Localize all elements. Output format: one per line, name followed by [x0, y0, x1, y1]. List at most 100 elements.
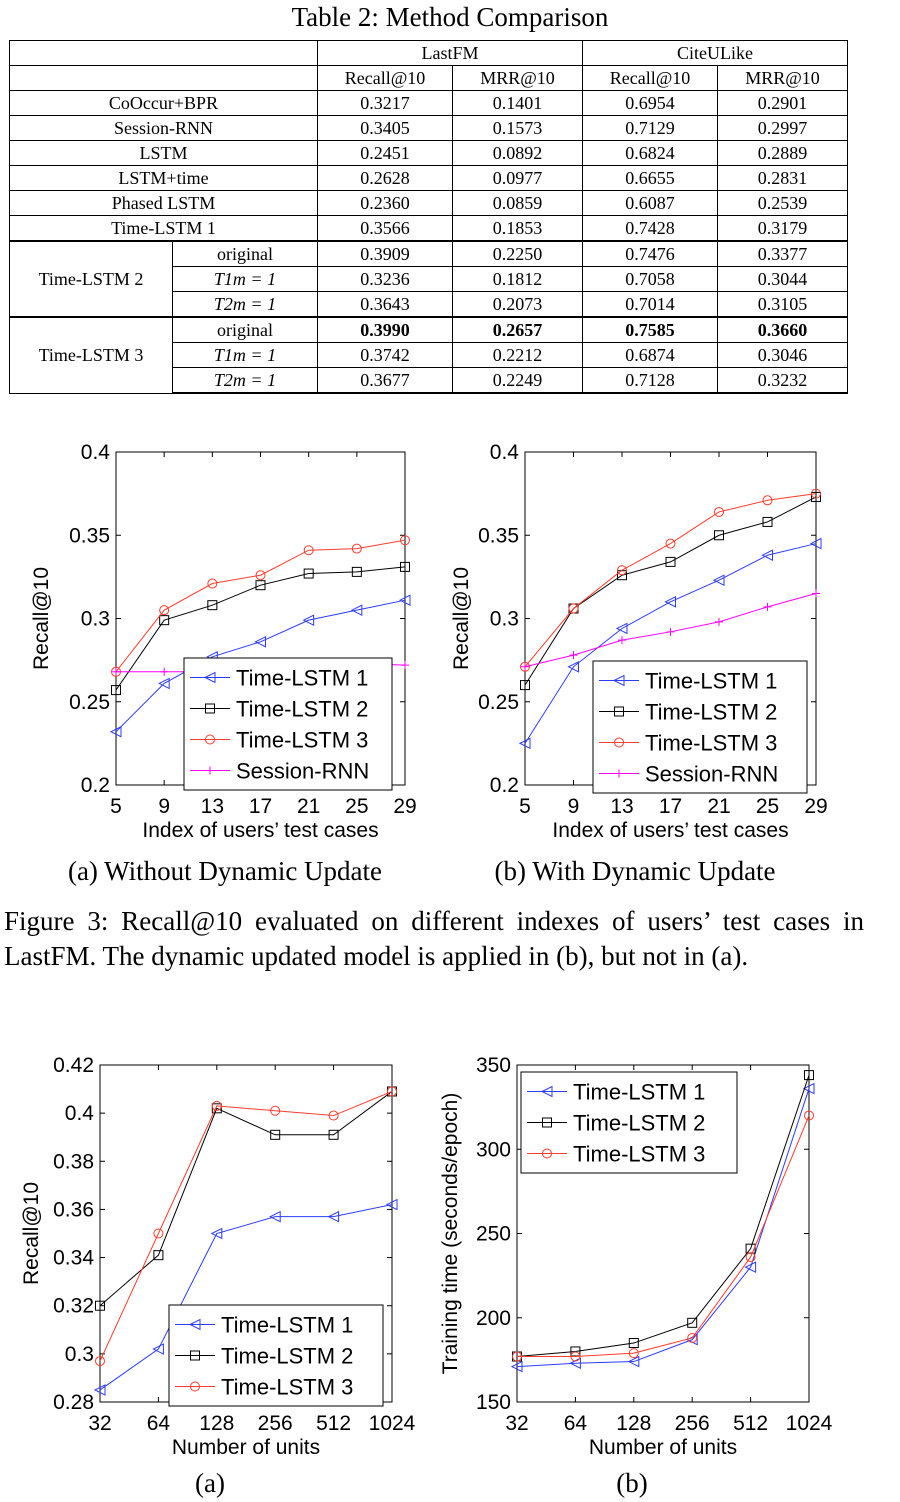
value-cell: 0.3179 — [717, 215, 849, 242]
value-cell: 0.3660 — [717, 316, 849, 343]
session-rnn-point — [521, 662, 529, 671]
x-tick-label: 64 — [564, 1412, 588, 1435]
legend-marker — [612, 674, 625, 687]
table-row: T1m = 1 0.3742 0.2212 0.6874 0.3046 — [10, 342, 849, 368]
time-lstm-3-point — [665, 538, 676, 549]
legend-marker — [206, 766, 214, 775]
time-lstm-1-line — [115, 599, 406, 733]
legend-entry: Time-LSTM 2 — [236, 697, 368, 722]
value-cell: 0.7428 — [582, 215, 719, 242]
y-tick-label: 0.42 — [53, 1054, 94, 1077]
method-cell: Time-LSTM 1 — [9, 215, 318, 242]
y-tick-label: 0.38 — [53, 1150, 94, 1173]
value-cell: 0.7014 — [582, 291, 719, 318]
y-tick-label: 0.4 — [81, 441, 111, 464]
time-lstm-1-point — [109, 725, 122, 738]
legend-marker — [542, 1117, 552, 1128]
table-row: Time-LSTM 3 original 0.3990 0.2657 0.758… — [9, 316, 849, 394]
table-row: Time-LSTM 1 0.3566 0.1853 0.7428 0.3179 — [9, 215, 849, 242]
time-lstm-3-point — [520, 661, 530, 672]
time-lstm-1-point — [302, 614, 315, 626]
value-cell: 0.3643 — [317, 291, 453, 318]
time-lstm-3-point — [687, 1332, 698, 1343]
table-row: CoOccur+BPR 0.3217 0.1401 0.6954 0.2901 — [9, 90, 849, 116]
x-tick-label: 64 — [147, 1412, 171, 1435]
value-cell: 0.1812 — [451, 266, 584, 292]
value-cell: 0.2889 — [717, 140, 849, 166]
x-tick-label: 9 — [568, 795, 580, 818]
training-time-chart: 150 200 250 300 350 32 64 128 256 512 1024 Number o… — [439, 1054, 833, 1459]
session-rnn-point — [618, 636, 626, 645]
time-lstm-2-point — [207, 600, 218, 611]
value-cell: 0.3909 — [317, 240, 453, 267]
value-cell: 0.2831 — [717, 165, 849, 191]
variant-cell: T1m = 1 — [172, 342, 318, 368]
time-lstm-1-line — [516, 1088, 810, 1368]
group-method-cell: Time-LSTM 3 — [9, 316, 173, 394]
time-lstm-1-point — [210, 1227, 223, 1240]
table-row: Phased LSTM 0.2360 0.0859 0.6087 0.2539 — [9, 190, 849, 216]
x-tick-label: 29 — [393, 795, 416, 818]
time-lstm-1-point — [385, 1198, 398, 1211]
time-lstm-1-point — [615, 622, 628, 635]
subcaption-3a: (a) Without Dynamic Update — [67, 856, 383, 886]
value-cell: 0.2657 — [451, 316, 584, 343]
empty-header-cell — [9, 40, 318, 66]
time-lstm-3-point — [714, 506, 724, 517]
time-lstm-2-line — [516, 1074, 810, 1358]
y-tick-label: 0.25 — [478, 691, 519, 714]
y-tick-label: 0.34 — [53, 1247, 94, 1270]
y-tick-label: 300 — [476, 1138, 511, 1161]
x-tick-label: 1024 — [786, 1412, 833, 1435]
time-lstm-2-point — [153, 1250, 164, 1261]
legend-marker — [542, 1148, 552, 1159]
legend-marker — [615, 769, 623, 778]
time-lstm-2-point — [665, 556, 676, 567]
subcaption-4b: (b) — [616, 1468, 648, 1498]
value-cell: 0.0892 — [451, 140, 584, 166]
time-lstm-3-point — [512, 1351, 522, 1362]
time-lstm-2-point — [570, 1346, 581, 1357]
metric-header-row: Recall@10 MRR@10 Recall@10 MRR@10 — [9, 65, 849, 91]
time-lstm-3-point — [762, 495, 773, 506]
x-tick-label: 1024 — [369, 1412, 416, 1435]
y-tick-label: 0.25 — [69, 691, 110, 714]
value-cell: 0.0859 — [451, 190, 584, 216]
value-cell: 0.3990 — [317, 316, 453, 343]
value-cell: 0.2628 — [317, 165, 453, 191]
variant-cell: original — [172, 316, 318, 343]
time-lstm-3-series — [520, 488, 821, 672]
x-axis-label: Number of units — [172, 1436, 320, 1459]
time-lstm-1-point — [627, 1355, 640, 1368]
table-row: LSTM+time 0.2628 0.0977 0.6655 0.2831 — [9, 165, 849, 191]
time-lstm-1-series — [518, 537, 822, 750]
time-lstm-1-point — [510, 1360, 523, 1373]
subcaption-3b: (b) With Dynamic Update — [494, 856, 776, 886]
y-axis-label: Recall@10 — [450, 567, 473, 670]
x-tick-label: 25 — [345, 795, 368, 818]
value-cell: 0.2997 — [717, 115, 849, 141]
legend: Time-LSTM 1 Time-LSTM 2 Time-LSTM 3 — [520, 1071, 738, 1174]
table-row: LSTM 0.2451 0.0892 0.6824 0.2889 — [9, 140, 849, 166]
metric-header: MRR@10 — [451, 65, 584, 91]
value-cell: 0.3377 — [717, 240, 849, 267]
time-lstm-1-point — [761, 549, 773, 562]
method-comparison-table: LastFM CiteULike Recall@10 MRR@10 Recall… — [9, 40, 849, 394]
y-tick-label: 0.3 — [81, 608, 110, 631]
time-lstm-3-point — [207, 578, 218, 589]
time-lstm-2-line — [99, 1091, 393, 1307]
legend-entry: Time-LSTM 2 — [573, 1111, 705, 1136]
variant-cell: T2m = 1 — [172, 367, 318, 394]
legend-entry: Session-RNN — [236, 759, 369, 784]
time-lstm-3-point — [400, 535, 410, 546]
legend-entry: Time-LSTM 1 — [645, 669, 777, 694]
recall-vs-units-chart: 0.28 0.3 0.32 0.34 0.36 0.38 0.4 0.42 32 64 128 256… — [20, 1054, 416, 1459]
time-lstm-2-point — [628, 1338, 639, 1349]
table-row: T2m = 1 0.3677 0.2249 0.7128 0.3232 — [10, 367, 849, 394]
legend-entry: Time-LSTM 3 — [236, 728, 368, 753]
value-cell: 0.3044 — [717, 266, 849, 292]
session-rnn-point — [401, 661, 409, 670]
x-tick-label: 128 — [616, 1412, 651, 1435]
time-lstm-3-point — [255, 570, 266, 581]
legend: Time-LSTM 1 Time-LSTM 2 Time-LSTM 3 — [168, 1304, 384, 1407]
